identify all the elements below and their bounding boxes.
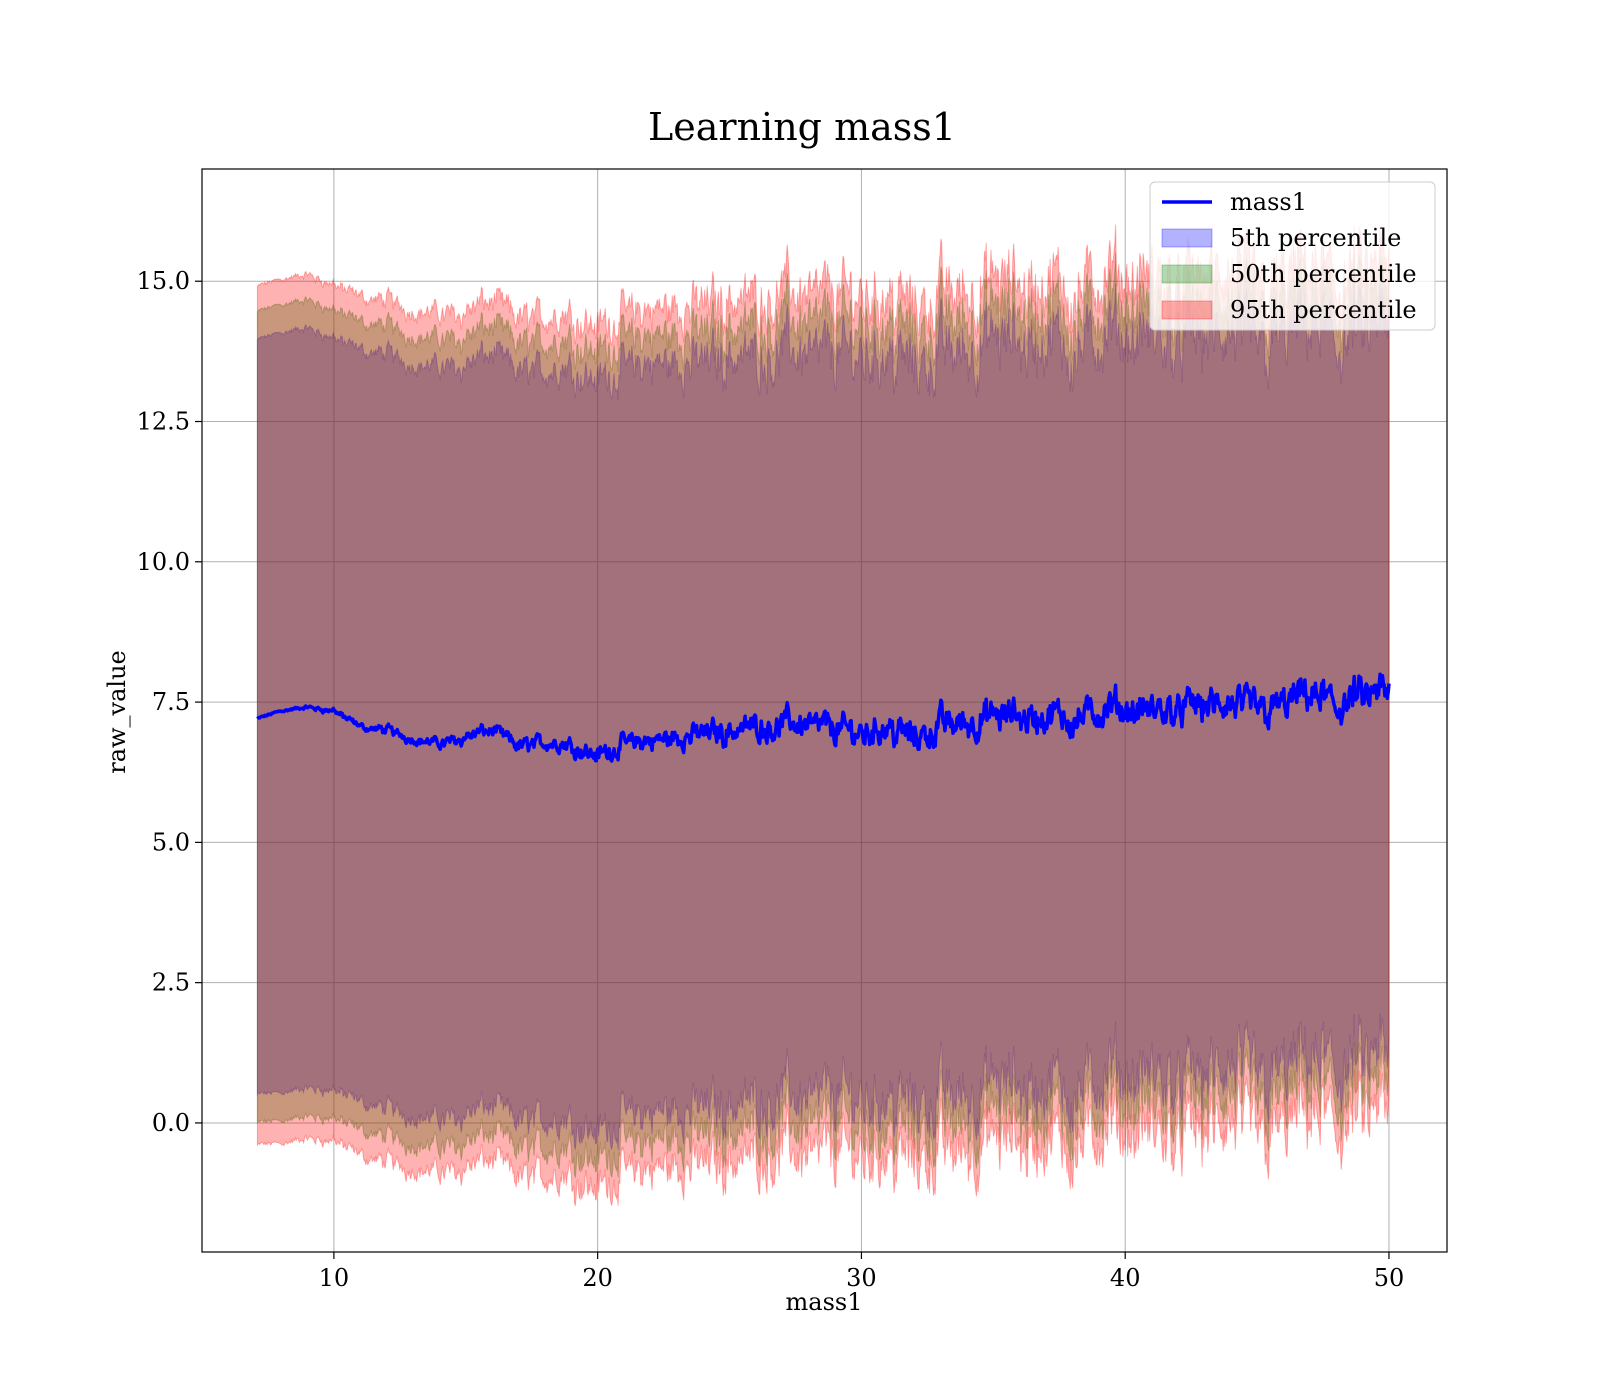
x-tick-label: 50	[1374, 1264, 1405, 1292]
mean-line	[256, 672, 1391, 763]
y-tick-label: 15.0	[137, 267, 190, 295]
legend-label: mass1	[1230, 188, 1307, 216]
legend-label: 95th percentile	[1230, 296, 1417, 324]
legend-swatch-patch	[1161, 300, 1213, 320]
legend-box	[1149, 181, 1436, 331]
legend: mass1 5th percentile 50th percentile 95th p…	[1149, 181, 1436, 331]
y-tick-label: 0.0	[152, 1109, 190, 1137]
legend-label: 50th percentile	[1230, 260, 1417, 288]
x-tick-label: 20	[582, 1264, 613, 1292]
y-tick-label: 2.5	[152, 969, 190, 997]
y-tick-label: 10.0	[137, 548, 190, 576]
y-tick-label: 12.5	[137, 408, 190, 436]
mean-line-layer	[256, 672, 1391, 763]
x-tick-label: 40	[1110, 1264, 1141, 1292]
plot-frame	[201, 168, 1448, 1253]
y-tick-label: 7.5	[152, 688, 190, 716]
x-axis-label: mass1	[786, 1288, 863, 1316]
chart-title: Learning mass1	[648, 105, 956, 149]
legend-swatch-patch	[1161, 264, 1213, 284]
grid-lines	[202, 169, 1447, 1252]
legend-swatch-patch	[1161, 228, 1213, 248]
x-tick-label: 30	[846, 1264, 877, 1292]
y-axis-label: raw_value	[103, 650, 131, 774]
legend-label: 5th percentile	[1230, 224, 1401, 252]
x-tick-label: 10	[319, 1264, 350, 1292]
axis-ticks: 10 20 30 40 50 0.0 2.5 5.0 7.5 10.0 12.5 15.0	[137, 267, 1405, 1292]
y-tick-label: 5.0	[152, 828, 190, 856]
